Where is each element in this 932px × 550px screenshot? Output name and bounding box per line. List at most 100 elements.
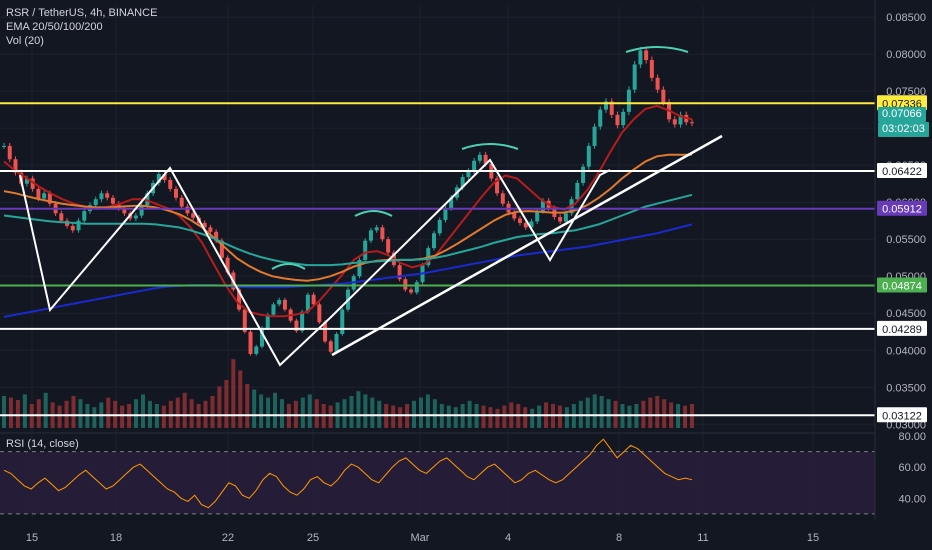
candle-body: [265, 314, 270, 329]
trendline: [331, 134, 723, 357]
candle-body: [678, 114, 683, 125]
volume-bar: [279, 399, 284, 428]
candle-body: [225, 257, 230, 273]
volume-bar: [231, 359, 236, 428]
volume-bar: [300, 397, 305, 428]
volume-bar: [259, 394, 264, 428]
rsi-indicator-label[interactable]: RSI (14, close): [6, 438, 79, 450]
candle-body: [518, 218, 522, 223]
candle-body: [300, 311, 305, 332]
volume-bar: [140, 394, 145, 428]
volume-bar: [175, 397, 180, 428]
time-axis-label: Mar: [411, 532, 430, 544]
volume-bar: [592, 394, 597, 428]
chart-legend: RSR / TetherUS, 4h, BINANCE EMA 20/50/10…: [6, 6, 157, 48]
symbol-title[interactable]: RSR / TetherUS, 4h, BINANCE: [6, 7, 158, 19]
time-axis-label: 18: [110, 532, 122, 544]
candle-body: [99, 193, 104, 200]
ema-indicator-label[interactable]: EMA 20/50/100/200: [6, 21, 103, 33]
candle-body: [7, 145, 12, 160]
candle-body: [638, 50, 643, 65]
volume-bar: [425, 394, 430, 428]
candle-body: [540, 200, 545, 212]
volume-bar: [481, 405, 486, 428]
volume-bar: [134, 399, 139, 428]
volume-bar: [210, 396, 215, 428]
candle-body: [82, 211, 87, 221]
volume-bar: [683, 405, 688, 428]
volume-bar: [266, 397, 271, 428]
candle-body: [655, 77, 660, 90]
candle-body: [432, 233, 436, 249]
candle-body: [483, 154, 488, 164]
volume-bar: [523, 407, 528, 428]
candle-body: [323, 322, 328, 342]
volume-bar: [273, 392, 278, 428]
candle-body: [214, 231, 219, 241]
volume-bar: [453, 407, 458, 428]
price-axis-label: 0.04500: [886, 308, 926, 320]
candle-body: [575, 182, 580, 200]
candle-body: [644, 50, 649, 61]
candle-body: [76, 220, 81, 231]
candle-body: [311, 294, 316, 305]
candle-body: [626, 89, 631, 112]
volume-bar: [398, 407, 403, 428]
volume-bar: [43, 392, 48, 428]
price-axis-label: 0.07500: [886, 86, 926, 98]
volume-bar: [189, 399, 194, 428]
volume-indicator-label[interactable]: Vol (20): [6, 35, 44, 47]
candle-body: [437, 219, 442, 234]
candle-body: [443, 208, 448, 220]
candle-body: [523, 222, 528, 228]
volume-bar: [606, 399, 611, 428]
candle-body: [271, 304, 276, 315]
candle-body: [592, 126, 597, 146]
candle-body: [133, 215, 138, 219]
volume-bar: [349, 396, 354, 428]
volume-bar: [495, 408, 500, 428]
ema-line: [3, 153, 692, 282]
time-axis-label: 22: [222, 532, 234, 544]
candle-body: [36, 188, 41, 199]
volume-bar: [564, 407, 569, 428]
candle-body: [219, 240, 224, 258]
rsi-band: [0, 451, 875, 514]
level-price-label: 0.06422: [882, 166, 922, 178]
time-axis-label: 4: [505, 532, 511, 544]
level-price-label: 0.04874: [882, 281, 922, 293]
candle-body: [294, 320, 299, 332]
candle-body: [110, 197, 115, 204]
level-price-label: 0.04289: [882, 324, 922, 336]
time-axis-label: 15: [807, 532, 819, 544]
ema-line: [3, 104, 693, 318]
candle-body: [237, 289, 242, 310]
level-price-tag: [877, 277, 927, 293]
shoulder-arc: [461, 143, 519, 150]
candle-body: [512, 212, 517, 219]
level-price-label: 0.03122: [882, 410, 922, 422]
volume-bar: [662, 399, 667, 428]
candle-body: [145, 193, 150, 206]
rsi-axis-label: 80.00: [898, 431, 926, 443]
candle-countdown-tag: 03:02:03: [878, 122, 929, 137]
candle-body: [586, 145, 591, 167]
level-price-tag: [877, 95, 927, 111]
volume-bar: [307, 394, 312, 428]
volume-bar: [182, 392, 187, 428]
price-axis-label: 0.05500: [886, 234, 926, 246]
pattern-drawing: [329, 158, 611, 319]
candle-body: [260, 328, 264, 347]
volume-bar: [314, 399, 319, 428]
candle-body: [449, 197, 454, 209]
volume-bar: [15, 400, 20, 428]
volume-bar: [648, 397, 653, 428]
candle-body: [363, 240, 368, 260]
candle-body: [529, 221, 534, 228]
volume-bar: [57, 405, 62, 428]
time-axis-label: 8: [616, 532, 622, 544]
volume-bar: [391, 405, 396, 428]
ema-line: [3, 193, 693, 267]
current-price-tag: 0.07066: [878, 107, 926, 122]
